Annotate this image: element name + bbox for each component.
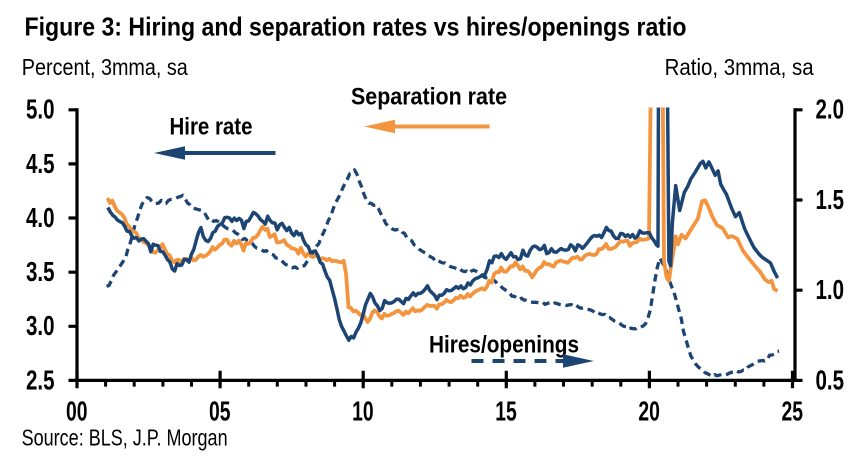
svg-text:0.5: 0.5 bbox=[816, 364, 845, 395]
svg-text:10: 10 bbox=[352, 396, 374, 427]
svg-text:2.0: 2.0 bbox=[816, 94, 845, 125]
svg-text:2.5: 2.5 bbox=[26, 364, 55, 395]
svg-text:Separation rate: Separation rate bbox=[351, 84, 507, 111]
svg-text:05: 05 bbox=[209, 396, 231, 427]
svg-text:Percent, 3mma, sa: Percent, 3mma, sa bbox=[22, 54, 189, 80]
svg-text:Ratio, 3mma, sa: Ratio, 3mma, sa bbox=[665, 54, 815, 80]
svg-text:4.0: 4.0 bbox=[26, 202, 55, 233]
svg-text:3.5: 3.5 bbox=[26, 256, 55, 287]
svg-text:20: 20 bbox=[638, 396, 660, 427]
svg-text:00: 00 bbox=[66, 396, 88, 427]
svg-text:5.0: 5.0 bbox=[26, 94, 55, 125]
svg-text:Source: BLS, J.P. Morgan: Source: BLS, J.P. Morgan bbox=[22, 425, 228, 451]
svg-text:3.0: 3.0 bbox=[26, 310, 55, 341]
svg-text:Hires/openings: Hires/openings bbox=[429, 331, 579, 358]
svg-text:25: 25 bbox=[781, 396, 803, 427]
svg-text:Figure 3: Hiring and separatio: Figure 3: Hiring and separation rates vs… bbox=[25, 12, 687, 42]
svg-text:15: 15 bbox=[495, 396, 517, 427]
svg-text:Hire rate: Hire rate bbox=[170, 113, 253, 140]
svg-text:4.5: 4.5 bbox=[26, 148, 55, 179]
svg-text:1.0: 1.0 bbox=[816, 274, 845, 305]
svg-text:1.5: 1.5 bbox=[816, 184, 845, 215]
